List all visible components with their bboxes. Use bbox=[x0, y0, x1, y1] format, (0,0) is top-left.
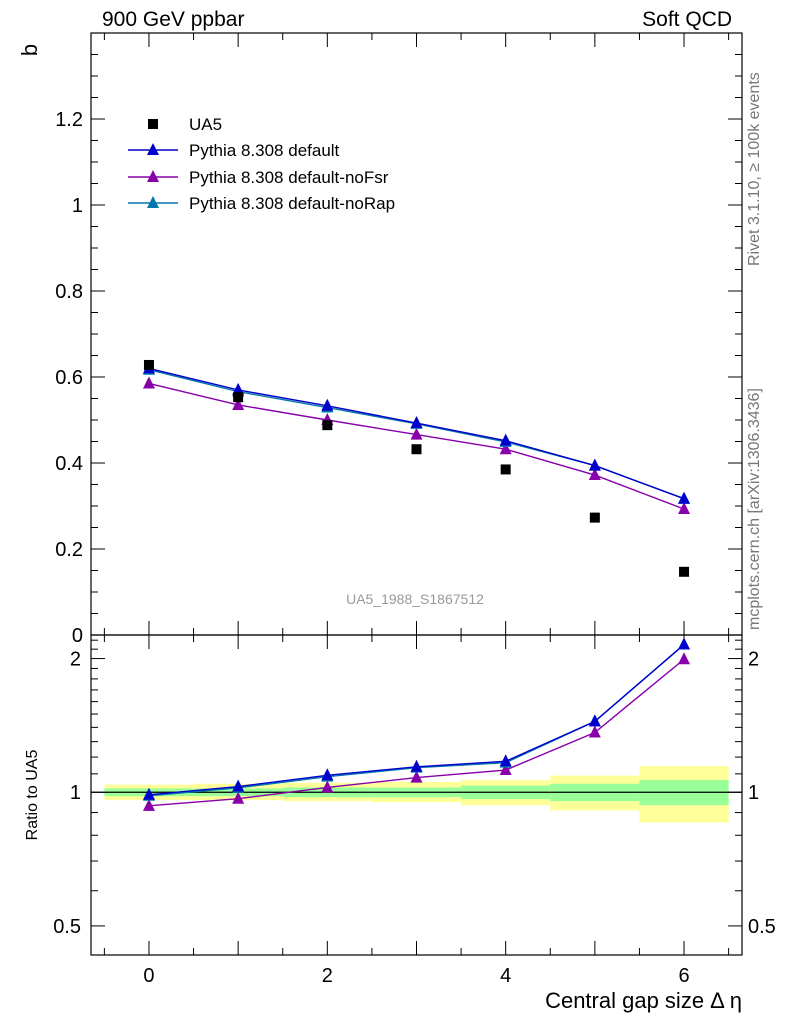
ratio-point bbox=[678, 652, 691, 665]
ratio-y-tick-label: 0.5 bbox=[53, 916, 81, 938]
data-point bbox=[233, 392, 244, 403]
y-tick-label: 1.2 bbox=[55, 109, 83, 131]
data-point bbox=[410, 427, 423, 440]
ratio-point bbox=[321, 780, 334, 793]
ratio-y-tick-label: 1 bbox=[70, 782, 81, 804]
data-point bbox=[589, 512, 600, 523]
header-right-label: Soft QCD bbox=[642, 8, 732, 31]
ratio-point bbox=[232, 791, 245, 804]
data-point bbox=[143, 359, 154, 370]
ratio-point bbox=[678, 637, 691, 650]
legend-label: UA5 bbox=[189, 115, 222, 134]
ratio-point bbox=[321, 768, 334, 781]
ratio-panel: 0.5 0.5 1 1 2 2 0 2 4 6 Ratio to UA5 Central gap si… bbox=[24, 634, 776, 1013]
data-point bbox=[142, 376, 155, 389]
data-point bbox=[410, 416, 423, 429]
ratio-point bbox=[588, 714, 601, 727]
data-point bbox=[588, 468, 601, 481]
data-point bbox=[232, 382, 245, 395]
ratio-y-tick-label: 2 bbox=[70, 649, 81, 671]
ratio-point bbox=[410, 759, 423, 772]
y-tick-label: 0.2 bbox=[55, 539, 83, 561]
x-axis-label: Central gap size Δ η bbox=[545, 988, 742, 1013]
y-tick-label: 0.8 bbox=[55, 281, 83, 303]
legend-marker bbox=[147, 196, 159, 208]
main-panel: UA5_1988_S1867512 0 0.2 0.4 0.6 0.8 1 1.2 b bbox=[17, 32, 743, 647]
ratio-y-tick-label-right: 1 bbox=[748, 782, 759, 804]
data-point bbox=[679, 566, 690, 577]
data-point bbox=[411, 444, 422, 455]
ratio-point bbox=[142, 787, 155, 800]
data-point bbox=[232, 397, 245, 410]
y-axis-label: b bbox=[17, 44, 42, 56]
y-tick-label: 0 bbox=[72, 625, 83, 647]
legend-marker bbox=[148, 119, 158, 129]
ratio-y-tick-label-right: 2 bbox=[748, 649, 759, 671]
ratio-y-tick-label-right: 0.5 bbox=[748, 916, 776, 938]
legend-label: Pythia 8.308 default-noRap bbox=[189, 194, 395, 213]
ratio-point bbox=[142, 798, 155, 811]
data-point bbox=[321, 398, 334, 411]
y-tick-label: 0.4 bbox=[55, 453, 83, 475]
ratio-point bbox=[232, 779, 245, 792]
ratio-frame bbox=[90, 634, 743, 956]
x-tick-label: 2 bbox=[322, 965, 333, 987]
x-tick-label: 0 bbox=[143, 965, 154, 987]
data-point bbox=[678, 491, 691, 504]
header-left-label: 900 GeV ppbar bbox=[102, 8, 245, 31]
ratio-point bbox=[410, 770, 423, 783]
data-point bbox=[500, 464, 511, 475]
legend-label: Pythia 8.308 default bbox=[189, 141, 340, 160]
data-point bbox=[499, 442, 512, 455]
y-tick-label: 1 bbox=[72, 195, 83, 217]
ratio-point bbox=[499, 754, 512, 767]
legend-marker bbox=[147, 170, 159, 182]
data-point bbox=[588, 458, 601, 471]
legend: UA5 Pythia 8.308 default Pythia 8.308 defa… bbox=[128, 115, 395, 213]
data-point bbox=[499, 433, 512, 446]
ratio-y-axis-label: Ratio to UA5 bbox=[24, 750, 41, 841]
x-tick-label: 4 bbox=[500, 965, 511, 987]
mcplots-reference-label: mcplots.cern.ch [arXiv:1306.3436] bbox=[746, 388, 763, 630]
legend-marker bbox=[147, 143, 159, 155]
data-point bbox=[678, 502, 691, 515]
ratio-point bbox=[588, 725, 601, 738]
y-tick-label: 0.6 bbox=[55, 367, 83, 389]
analysis-watermark: UA5_1988_S1867512 bbox=[346, 591, 484, 607]
x-tick-label: 6 bbox=[678, 965, 689, 987]
legend-label: Pythia 8.308 default-noFsr bbox=[189, 168, 389, 187]
rivet-version-label: Rivet 3.1.10, ≥ 100k events bbox=[746, 72, 763, 266]
ratio-point bbox=[499, 763, 512, 776]
data-point bbox=[322, 420, 333, 431]
